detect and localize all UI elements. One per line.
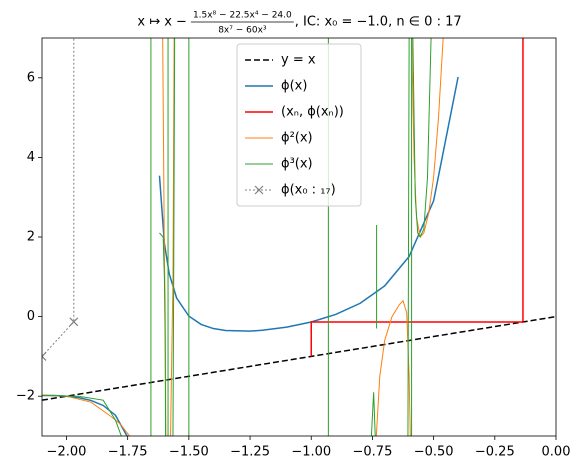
x-tick-label: −1.00 (291, 445, 331, 460)
title-text: , IC: x₀ = −1.0, n ∈ 0 : 17 (295, 15, 462, 30)
series-line (42, 38, 432, 436)
title-text: x ↦ x − (137, 15, 187, 30)
x-tick-label: 0.00 (542, 445, 571, 460)
series-line (310, 38, 524, 357)
legend-label: (xₙ, ϕ(xₙ)) (281, 105, 344, 120)
y-tick-label: −2 (16, 389, 35, 404)
point-marker (42, 351, 47, 361)
legend-label: ϕ(x₀ : ₁₇) (281, 183, 336, 198)
title-denominator: 8x⁷ − 60x³ (218, 26, 267, 36)
legend-box (236, 43, 362, 207)
y-tick-label: 4 (27, 150, 35, 165)
legend-label: ϕ(x) (281, 79, 307, 94)
point-marker (69, 317, 79, 327)
point-marker (70, 0, 78, 2)
x-tick-label: −1.75 (108, 445, 148, 460)
chart-title: x ↦ x − 1.5x⁸ − 22.5x⁴ − 24.0 8x⁷ − 60x³… (137, 11, 461, 36)
series-line (42, 315, 556, 401)
x-tick-label: −2.00 (47, 445, 87, 460)
x-tick-label: −0.50 (414, 445, 454, 460)
y-tick-label: 2 (27, 230, 35, 245)
legend-label: ϕ²(x) (281, 131, 313, 146)
x-tick-label: −1.50 (169, 445, 209, 460)
legend-marker (254, 185, 264, 195)
x-tick-label: −0.25 (475, 445, 515, 460)
title-numerator: 1.5x⁸ − 22.5x⁴ − 24.0 (193, 11, 292, 21)
legend-label: y = x (281, 53, 316, 68)
y-tick-label: 0 (27, 309, 35, 324)
legend-label: ϕ³(x) (281, 157, 313, 172)
series-line (42, 38, 75, 357)
x-tick-label: −1.25 (230, 445, 270, 460)
y-tick-label: 6 (27, 70, 35, 85)
x-tick-label: −0.75 (353, 445, 393, 460)
